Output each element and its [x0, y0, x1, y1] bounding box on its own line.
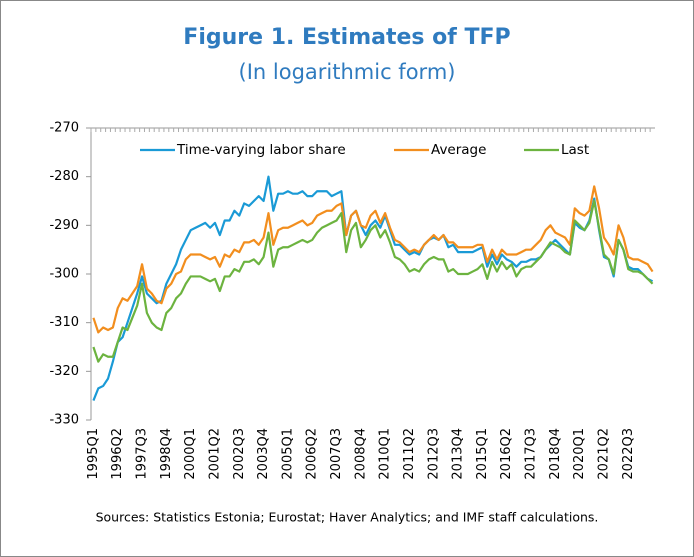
series-line: [92, 185, 654, 334]
chart-title: Figure 1. Estimates of TFP: [183, 25, 510, 50]
x-tick-label: 2000Q1: [183, 428, 198, 480]
series-line: [92, 175, 654, 401]
x-tick-label: 2010Q1: [378, 428, 393, 480]
x-tick-label: 2022Q3: [621, 428, 636, 480]
x-tick-label: 2008Q4: [353, 428, 368, 480]
x-tick-label: 2018Q4: [548, 428, 563, 480]
y-tick-label: -300: [49, 267, 79, 282]
legend-label: Time-varying labor share: [176, 142, 346, 158]
x-tick-label: 2017Q3: [524, 428, 539, 480]
x-tick-label: 1998Q4: [159, 428, 174, 480]
x-tick-label: 2020Q1: [572, 428, 587, 480]
x-tick-label: 2021Q2: [596, 428, 611, 480]
x-tick-label: 2006Q2: [305, 428, 320, 480]
y-tick-label: -320: [49, 364, 79, 379]
y-tick-label: -330: [49, 413, 79, 428]
x-tick-label: 2003Q4: [256, 428, 271, 480]
x-tick-label: 2002Q3: [232, 428, 247, 480]
x-tick-label: 2016Q2: [499, 428, 514, 480]
x-tick-label: 2013Q4: [451, 428, 466, 480]
y-tick-label: -310: [49, 315, 79, 330]
x-tick-label: 2011Q2: [402, 428, 417, 480]
x-tick-label: 2007Q3: [329, 428, 344, 480]
chart-subtitle: (In logarithmic form): [239, 60, 456, 84]
source-note: Sources: Statistics Estonia; Eurostat; H…: [96, 510, 599, 525]
y-tick-label: -270: [49, 121, 79, 136]
x-tick-label: 2012Q3: [426, 428, 441, 480]
y-tick-label: -280: [49, 169, 79, 184]
legend-label: Average: [431, 142, 486, 158]
series-line: [92, 199, 654, 363]
x-tick-label: 2001Q2: [207, 428, 222, 480]
x-tick-label: 2015Q1: [475, 428, 490, 480]
legend-label: Last: [561, 142, 589, 158]
x-tick-label: 1997Q3: [135, 428, 150, 480]
x-tick-label: 1995Q1: [86, 428, 101, 480]
y-tick-label: -290: [49, 218, 79, 233]
x-tick-label: 2005Q1: [280, 428, 295, 480]
x-tick-label: 1996Q2: [110, 428, 125, 480]
